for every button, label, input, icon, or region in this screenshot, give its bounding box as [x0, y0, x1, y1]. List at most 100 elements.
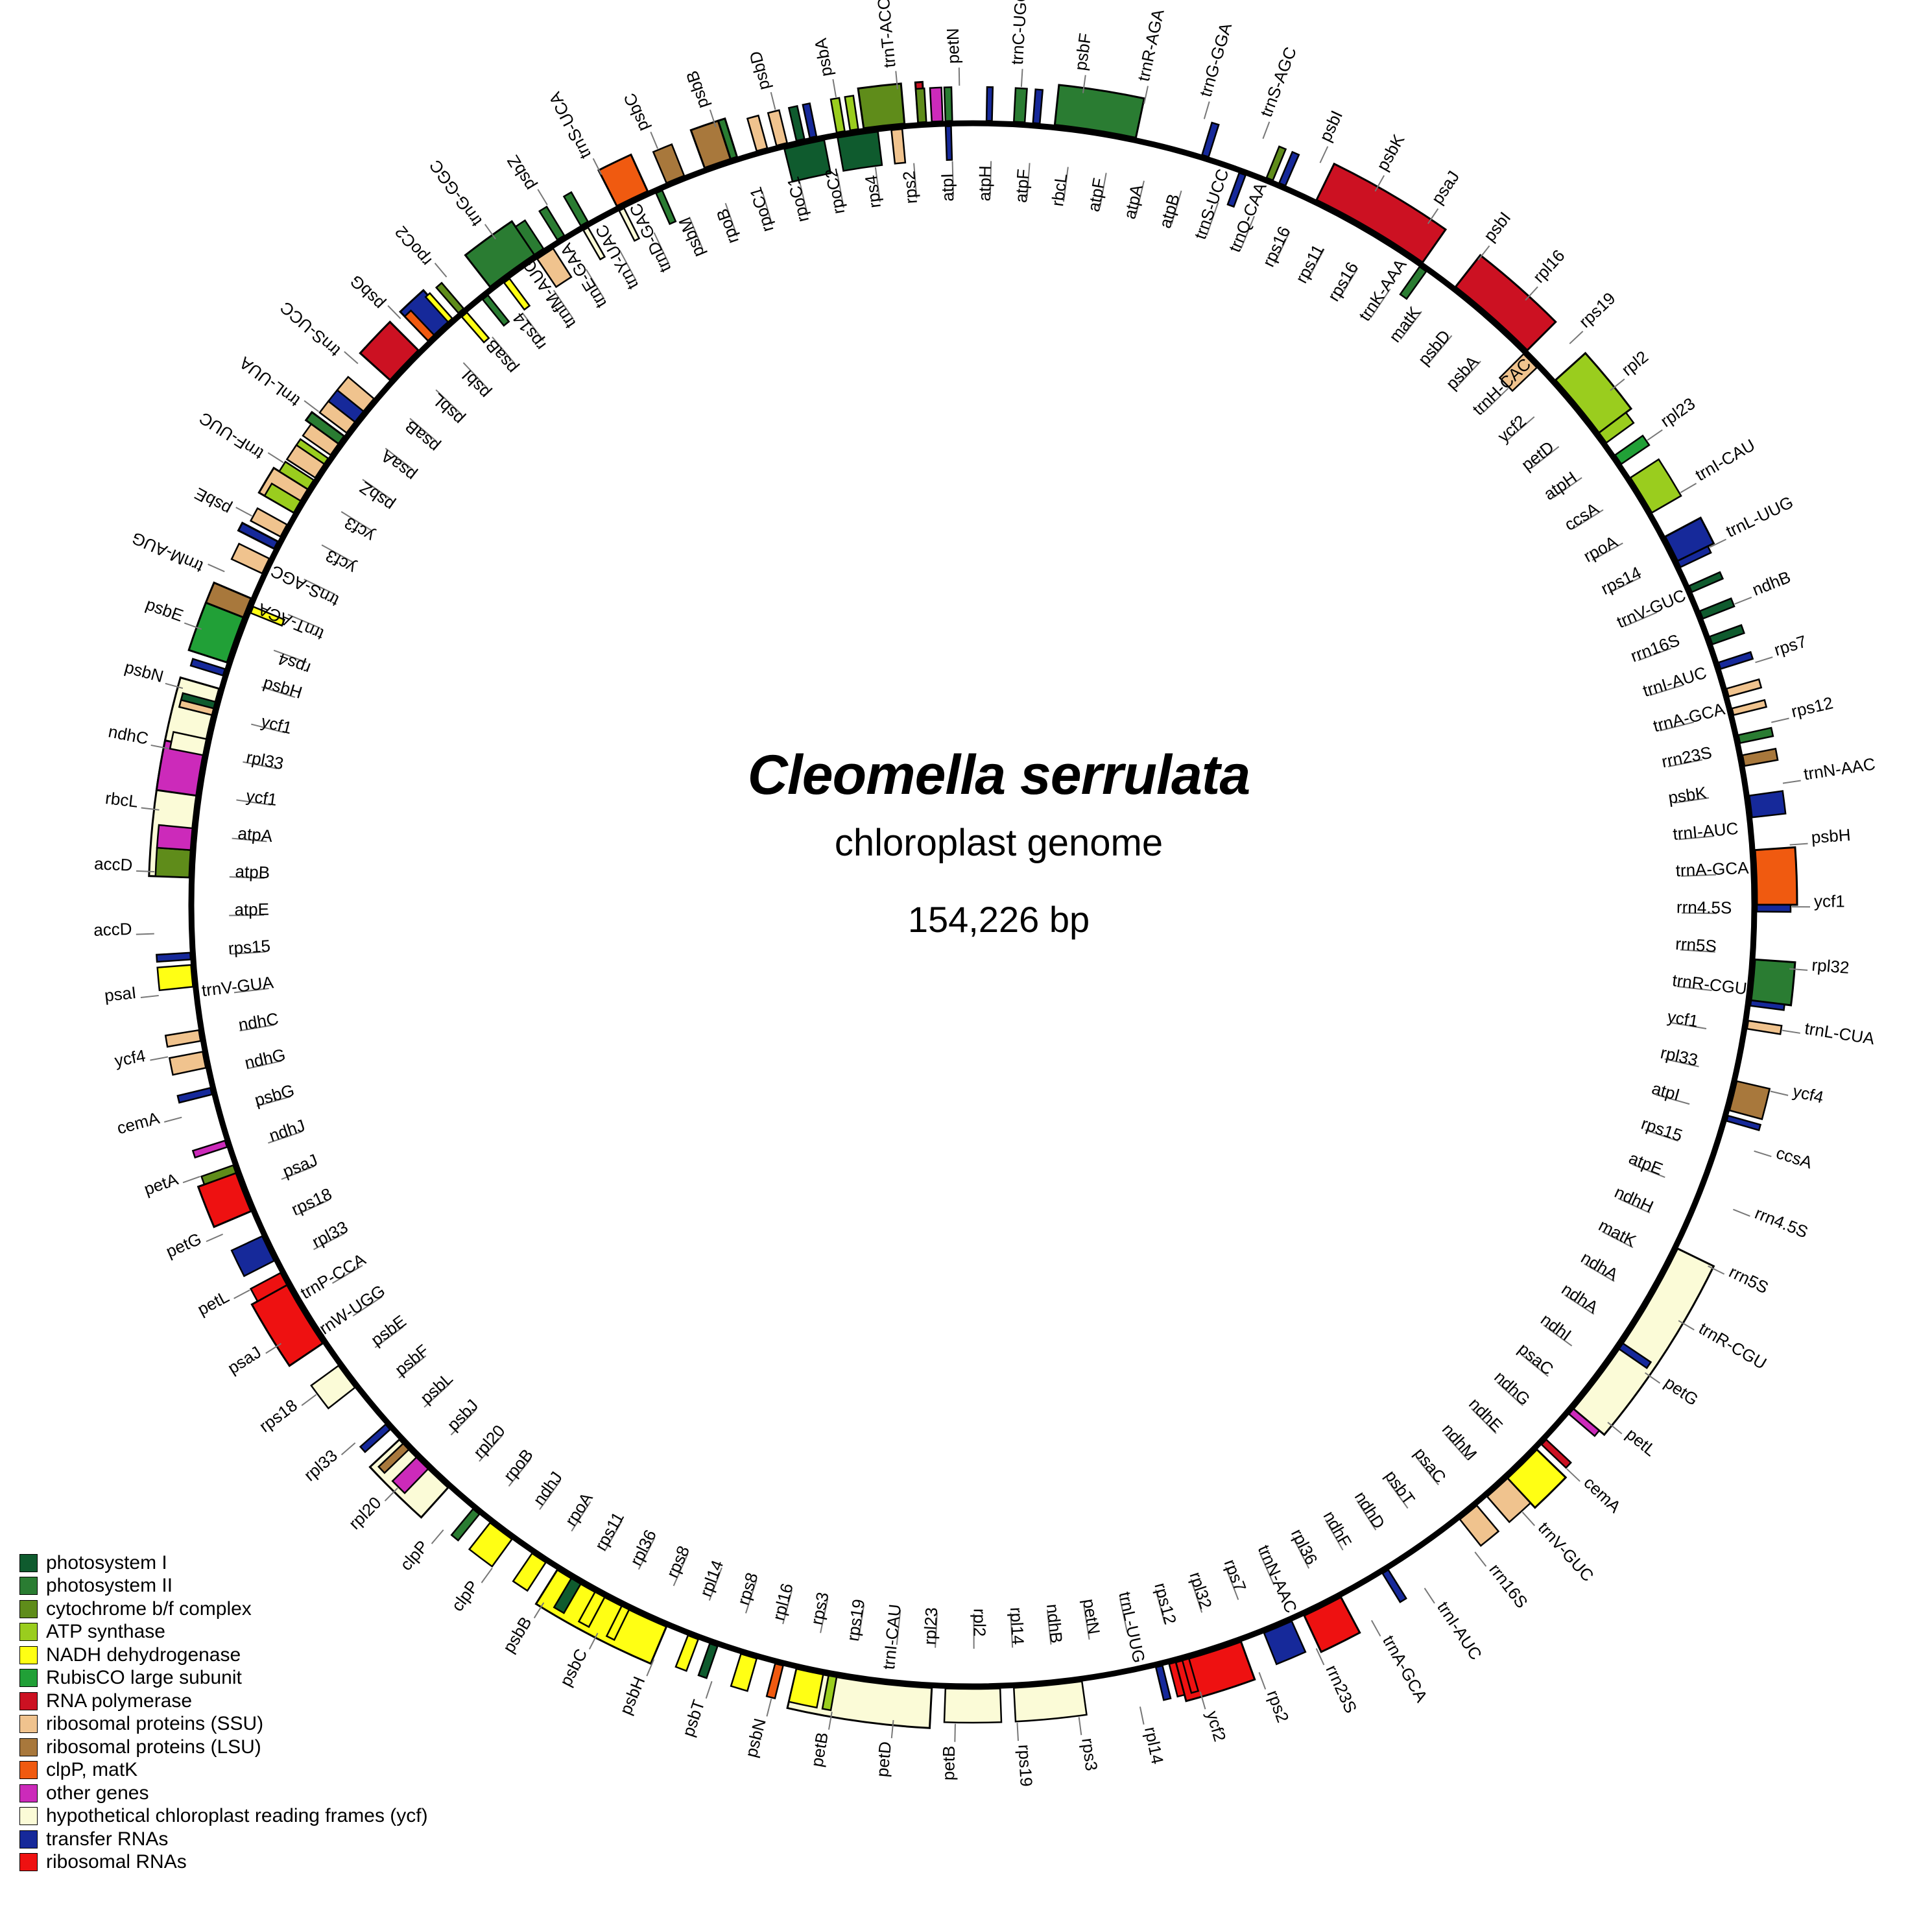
leader-line: [1553, 477, 1582, 499]
gene-feature: [1263, 1620, 1307, 1666]
gene-label: ndhM: [1438, 1420, 1481, 1465]
leader-line: [1708, 1265, 1725, 1275]
leader-line: [340, 511, 372, 531]
leader-line: [313, 1232, 345, 1250]
leader-line: [1734, 597, 1752, 605]
legend-row: hypothetical chloroplast reading frames …: [19, 1805, 428, 1828]
gene-feature: [597, 153, 649, 208]
leader-line: [1444, 1433, 1469, 1461]
leader-line: [1315, 1648, 1325, 1666]
leader-line: [571, 1501, 591, 1532]
legend-label: ribosomal RNAs: [46, 1851, 187, 1873]
gene-label: petG: [1661, 1372, 1702, 1409]
legend-row: RubisCO large subunit: [19, 1667, 428, 1690]
leader-line: [874, 167, 881, 202]
leader-line: [1564, 1294, 1595, 1315]
leader-line: [638, 1538, 655, 1570]
leader-line: [585, 269, 605, 300]
leader-line: [1471, 1408, 1497, 1434]
leader-line: [770, 91, 776, 110]
gene-label: psbE: [143, 594, 186, 625]
gene-feature: [1181, 1657, 1200, 1694]
leader-line: [1676, 985, 1712, 992]
leader-line: [1607, 1422, 1623, 1435]
gene-label: rpoA: [561, 1489, 597, 1529]
gene-feature: [168, 1051, 207, 1076]
leader-line: [537, 189, 548, 206]
gene-label: psbK: [1667, 783, 1708, 807]
gene-label: rpl32: [1811, 955, 1850, 977]
gene-label: psaB: [401, 416, 442, 456]
gene-label: petN: [943, 28, 963, 64]
leader-line: [935, 1612, 938, 1648]
legend-label: ribosomal proteins (SSU): [46, 1713, 264, 1735]
gene-label: rps15: [228, 936, 271, 958]
gene-label: psaC: [1514, 1339, 1557, 1379]
leader-line: [431, 1529, 444, 1544]
leader-line: [761, 191, 773, 226]
gene-feature: [1597, 411, 1635, 444]
leader-line: [1416, 1457, 1439, 1486]
gene-label: trnR-CGU: [1695, 1319, 1770, 1374]
gene-feature: [802, 102, 818, 139]
gene-label: rpoB: [712, 206, 743, 246]
leader-line: [481, 1568, 493, 1583]
leader-line: [1496, 1382, 1523, 1406]
leader-line: [588, 1633, 599, 1650]
gene-label: psbN: [741, 1716, 770, 1759]
leader-line: [462, 362, 488, 389]
gene-label: psbD: [1414, 326, 1454, 369]
leader-line: [1655, 1094, 1690, 1105]
gene-feature: [1568, 1407, 1601, 1437]
gene-label: rpl23: [920, 1607, 941, 1645]
gene-feature: [1012, 87, 1028, 123]
leader-line: [1617, 1197, 1651, 1214]
gene-feature: [1676, 545, 1712, 569]
gene-label: psbC: [620, 90, 653, 134]
gene-label: trnV-GUA: [200, 972, 275, 1000]
gene-label: trnC-UGC: [1007, 0, 1031, 66]
gene-label: rpl14: [696, 1557, 728, 1599]
gene-feature: [191, 1139, 228, 1159]
gene-feature: [697, 1642, 719, 1679]
gene-label: atpB: [1155, 191, 1184, 230]
gene-label: petA: [141, 1169, 181, 1199]
leader-line: [479, 1435, 503, 1462]
gene-label: rbcL: [1047, 173, 1071, 208]
gene-label: rpoC1: [783, 175, 813, 224]
gene-label: rps12: [1789, 693, 1835, 721]
gene-feature: [1629, 458, 1682, 514]
gene-feature: [512, 1552, 547, 1592]
leader-line: [820, 1598, 829, 1633]
gene-feature: [450, 1507, 481, 1542]
gene-feature: [249, 507, 289, 538]
gene-label: atpE: [234, 900, 269, 920]
leader-line: [265, 1343, 281, 1354]
gene-label: ndhH: [1612, 1182, 1656, 1216]
gene-feature: [514, 219, 545, 256]
gene-label: petD: [872, 1741, 895, 1778]
gene-label: rps4: [861, 174, 885, 209]
gene-label: rps19: [1575, 289, 1619, 331]
leader-line: [1645, 1129, 1678, 1142]
gene-label: atpH: [975, 165, 995, 202]
legend-swatch: [19, 1599, 38, 1618]
leader-line: [1240, 215, 1255, 249]
gene-label: atpF: [1011, 168, 1033, 203]
leader-line: [246, 1060, 282, 1070]
gene-feature: [424, 292, 454, 324]
gene-label: psbN: [123, 657, 165, 686]
gene-feature: [1748, 790, 1787, 819]
legend-row: ATP synthase: [19, 1621, 428, 1644]
gene-label: psbG: [346, 271, 388, 313]
leader-line: [281, 1166, 315, 1180]
legend-swatch: [19, 1645, 38, 1664]
leader-line: [619, 250, 637, 281]
legend-swatch: [19, 1784, 38, 1802]
gene-label: psbM: [674, 215, 708, 260]
leader-line: [1525, 286, 1538, 301]
gene-label: trnL-UUG: [1115, 1590, 1149, 1664]
legend-label: NADH dehydrogenase: [46, 1644, 241, 1666]
